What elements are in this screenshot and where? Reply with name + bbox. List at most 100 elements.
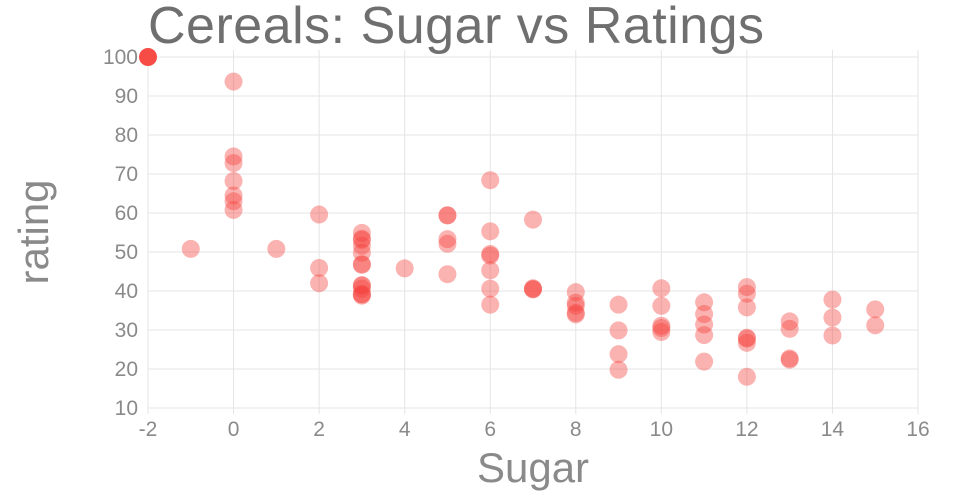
x-tick-label: 0 — [228, 418, 240, 441]
data-point — [609, 345, 628, 364]
data-point — [352, 229, 371, 248]
data-point — [224, 192, 243, 211]
data-point — [224, 186, 243, 205]
data-point — [524, 279, 542, 298]
x-tick-label: 2 — [313, 418, 325, 441]
data-point — [395, 259, 414, 278]
data-point — [737, 298, 756, 317]
data-point — [481, 279, 500, 298]
data-point — [737, 278, 756, 297]
x-tick-label: -2 — [139, 418, 158, 441]
y-tick-label: 70 — [115, 163, 138, 186]
data-point — [737, 329, 756, 348]
data-point — [352, 230, 371, 249]
data-point — [695, 326, 714, 345]
data-point — [481, 246, 500, 265]
data-point — [181, 239, 200, 258]
y-tick-label: 10 — [115, 397, 138, 420]
data-point — [352, 255, 371, 274]
data-point — [566, 283, 585, 302]
data-point — [695, 293, 714, 312]
data-point — [352, 243, 371, 262]
data-point — [224, 200, 243, 219]
data-point — [481, 295, 500, 314]
data-point — [352, 285, 371, 304]
y-tick-label: 60 — [115, 202, 138, 225]
data-point — [224, 172, 243, 191]
x-tick-label: 16 — [906, 418, 929, 441]
data-point — [780, 312, 799, 331]
data-point — [566, 303, 585, 322]
data-point — [780, 319, 799, 338]
data-point — [352, 279, 371, 298]
data-point — [652, 322, 671, 341]
data-point — [652, 279, 671, 298]
y-tick-label: 30 — [115, 319, 138, 342]
data-point — [352, 276, 371, 295]
highlighted-data-point — [139, 48, 157, 66]
data-point — [737, 367, 756, 386]
data-point — [866, 300, 885, 319]
data-point — [780, 349, 799, 368]
data-point — [524, 280, 542, 299]
data-point — [524, 280, 542, 299]
data-point — [737, 284, 756, 303]
data-point — [481, 244, 500, 263]
data-point — [609, 321, 628, 340]
data-point — [823, 290, 842, 309]
data-point — [310, 274, 329, 293]
data-point — [352, 286, 371, 305]
chart-title: Cereals: Sugar vs Ratings — [148, 0, 765, 55]
data-point — [566, 305, 585, 324]
x-axis-title: Sugar — [476, 444, 590, 491]
data-point — [823, 326, 842, 345]
y-tick-label: 20 — [115, 358, 138, 381]
data-point — [438, 206, 457, 225]
data-point — [695, 352, 714, 371]
data-point — [695, 305, 714, 324]
data-point — [652, 319, 671, 338]
data-point — [352, 255, 371, 274]
data-point — [609, 360, 628, 379]
data-point — [737, 328, 756, 347]
data-point — [438, 230, 457, 249]
data-point — [352, 285, 371, 304]
data-point — [224, 154, 243, 173]
data-point — [267, 239, 286, 258]
data-point — [695, 315, 714, 334]
data-point — [652, 296, 671, 315]
x-tick-label: 12 — [735, 418, 758, 441]
data-point — [438, 206, 457, 225]
data-point — [780, 350, 799, 369]
data-point — [566, 296, 585, 315]
data-point — [438, 265, 457, 284]
x-tick-label: 6 — [484, 418, 496, 441]
data-point — [609, 295, 628, 314]
data-point — [224, 72, 243, 91]
y-tick-label: 90 — [115, 85, 138, 108]
y-tick-label: 40 — [115, 280, 138, 303]
x-tick-label: 10 — [650, 418, 673, 441]
data-point — [866, 316, 885, 335]
x-tick-label: 14 — [821, 418, 845, 441]
data-point — [310, 205, 329, 224]
data-point — [524, 210, 542, 229]
data-point — [438, 234, 457, 253]
data-point — [481, 261, 500, 280]
data-point — [652, 316, 671, 335]
x-tick-label: 4 — [399, 418, 411, 441]
data-point — [352, 236, 371, 255]
data-point — [823, 308, 842, 327]
x-tick-label: 8 — [570, 418, 582, 441]
y-tick-label: 50 — [115, 241, 138, 264]
data-point — [481, 222, 500, 241]
y-tick-label: 100 — [103, 46, 138, 69]
data-point — [224, 147, 243, 166]
data-point — [310, 258, 329, 277]
data-point — [352, 223, 371, 242]
data-point — [566, 293, 585, 312]
data-point — [737, 333, 756, 352]
y-tick-label: 80 — [115, 124, 138, 147]
